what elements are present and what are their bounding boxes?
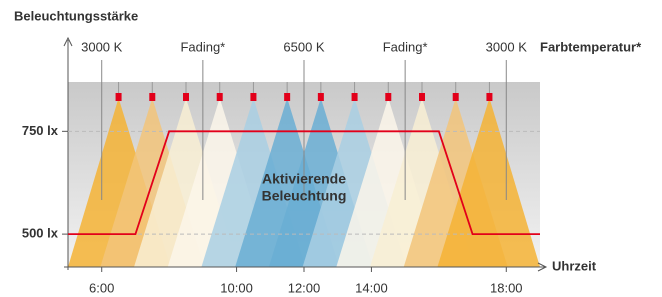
annotation-label: 6500 K [283, 39, 325, 54]
chart: Beleuchtungsstärke Farbtemperatur* Uhrze… [0, 0, 662, 297]
lamp [284, 93, 290, 101]
x-tick-label: 6:00 [89, 280, 114, 295]
annotation-label: 3000 K [81, 39, 123, 54]
y-tick-label: 750 lx [22, 123, 59, 138]
lamp [419, 93, 425, 101]
lamp [385, 93, 391, 101]
lamp [183, 93, 189, 101]
annotation-title: Farbtemperatur* [540, 39, 642, 54]
y-tick-label: 500 lx [22, 226, 59, 241]
center-text: Aktivierende [262, 171, 346, 187]
y-axis-title: Beleuchtungsstärke [14, 8, 138, 23]
lamp [250, 93, 256, 101]
lamp [453, 93, 459, 101]
x-tick-label: 10:00 [220, 280, 253, 295]
lamp [318, 93, 324, 101]
x-tick-label: 18:00 [490, 280, 523, 295]
lamp [116, 93, 122, 101]
lamp [217, 93, 223, 101]
lamp [486, 93, 492, 101]
annotation-label: Fading* [383, 39, 428, 54]
lamp [352, 93, 358, 101]
x-tick-label: 14:00 [355, 280, 388, 295]
lamp [149, 93, 155, 101]
x-tick-label: 12:00 [288, 280, 321, 295]
annotation-label: Fading* [180, 39, 225, 54]
annotation-label: 3000 K [486, 39, 528, 54]
x-axis-title: Uhrzeit [552, 258, 597, 273]
center-text: Beleuchtung [262, 188, 347, 204]
